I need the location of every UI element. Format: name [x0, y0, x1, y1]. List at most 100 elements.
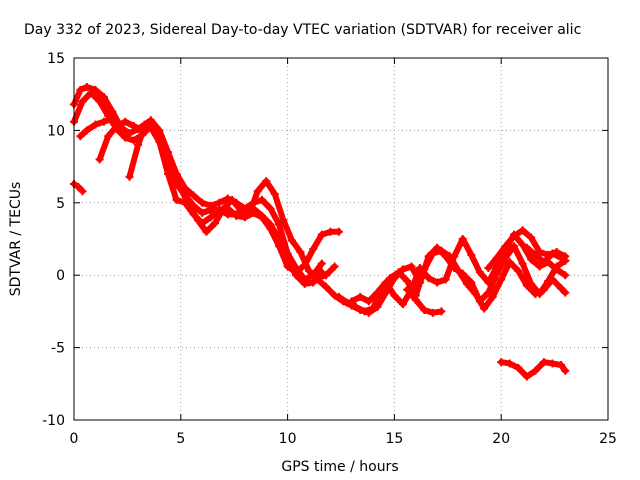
data-point	[198, 198, 207, 207]
data-point	[437, 246, 446, 255]
data-point	[146, 120, 155, 129]
data-point	[450, 252, 459, 261]
data-point	[309, 278, 318, 287]
data-point	[557, 253, 566, 262]
y-tick-label: -10	[42, 413, 65, 429]
x-tick-label: 25	[599, 431, 617, 447]
data-point	[99, 117, 108, 126]
data-point	[210, 219, 219, 228]
data-point	[82, 82, 91, 91]
data-point	[539, 258, 548, 267]
data-point	[189, 191, 198, 200]
data-point	[334, 227, 343, 236]
data-point	[505, 359, 514, 368]
axis-ticks: 0 5 10 15 20 25 -10 -5 0 5 10 15	[42, 51, 617, 447]
data-point	[104, 132, 113, 141]
data-point	[283, 262, 292, 271]
data-point	[91, 85, 100, 94]
data-point	[121, 117, 130, 126]
data-point	[317, 259, 326, 268]
data-point	[531, 250, 540, 259]
series-track-10	[403, 285, 446, 317]
data-point	[458, 235, 467, 243]
data-point	[257, 213, 266, 222]
data-point	[463, 279, 472, 288]
data-point	[369, 304, 378, 313]
data-point	[403, 285, 412, 294]
series-track-4	[125, 120, 339, 283]
data-point	[360, 307, 369, 316]
data-point	[193, 216, 202, 225]
data-point	[300, 279, 309, 288]
data-point	[99, 93, 108, 102]
data-point	[322, 271, 331, 280]
data-point	[206, 206, 215, 215]
data-point	[527, 255, 536, 264]
data-point	[266, 204, 275, 213]
data-point	[501, 242, 510, 251]
data-point	[153, 126, 162, 135]
data-point	[309, 245, 318, 254]
data-series	[70, 82, 570, 381]
data-point	[296, 248, 305, 257]
data-point	[518, 226, 527, 235]
data-point	[159, 145, 168, 154]
data-point	[522, 243, 531, 252]
data-point	[279, 216, 288, 225]
data-point	[275, 242, 284, 251]
data-point	[539, 358, 548, 367]
data-point	[497, 358, 506, 367]
x-tick-label: 15	[385, 431, 403, 447]
data-point	[95, 155, 104, 164]
data-point	[561, 288, 570, 297]
data-point	[215, 198, 224, 207]
data-point	[454, 266, 463, 275]
data-point	[330, 262, 339, 271]
series-line	[126, 121, 338, 282]
data-point	[411, 295, 420, 304]
data-point	[351, 303, 360, 312]
data-point	[531, 290, 540, 299]
data-point	[518, 259, 527, 268]
x-tick-label: 5	[176, 431, 185, 447]
data-point	[206, 213, 215, 222]
data-point	[87, 88, 96, 97]
data-point	[557, 360, 566, 369]
x-tick-label: 20	[492, 431, 510, 447]
data-point	[275, 220, 284, 229]
data-point	[270, 190, 279, 199]
data-point	[76, 132, 85, 141]
data-point	[112, 122, 121, 131]
data-point	[317, 230, 326, 239]
data-point	[78, 97, 87, 106]
data-point	[140, 123, 149, 132]
series-track-12	[497, 358, 570, 381]
y-tick-label: 0	[56, 268, 65, 284]
data-point	[433, 278, 442, 287]
data-point	[82, 126, 91, 135]
y-tick-label: 15	[47, 51, 65, 67]
x-tick-label: 10	[279, 431, 297, 447]
data-point	[475, 268, 484, 277]
data-point	[497, 275, 506, 284]
data-point	[304, 266, 313, 275]
data-point	[492, 253, 501, 262]
x-axis-title: GPS time / hours	[281, 459, 398, 475]
data-point	[527, 233, 536, 242]
data-point	[232, 211, 241, 220]
data-point	[245, 210, 254, 219]
data-point	[407, 262, 416, 271]
data-point	[313, 275, 322, 284]
data-point	[322, 282, 331, 291]
data-point	[492, 262, 501, 271]
data-point	[78, 187, 87, 196]
data-point	[403, 276, 412, 285]
data-point	[257, 195, 266, 204]
data-point	[202, 227, 211, 236]
data-point	[416, 263, 425, 272]
data-point	[74, 182, 83, 191]
y-tick-label: -5	[51, 341, 65, 357]
data-point	[381, 278, 390, 287]
data-point	[420, 305, 429, 314]
series-track-13	[522, 243, 570, 267]
